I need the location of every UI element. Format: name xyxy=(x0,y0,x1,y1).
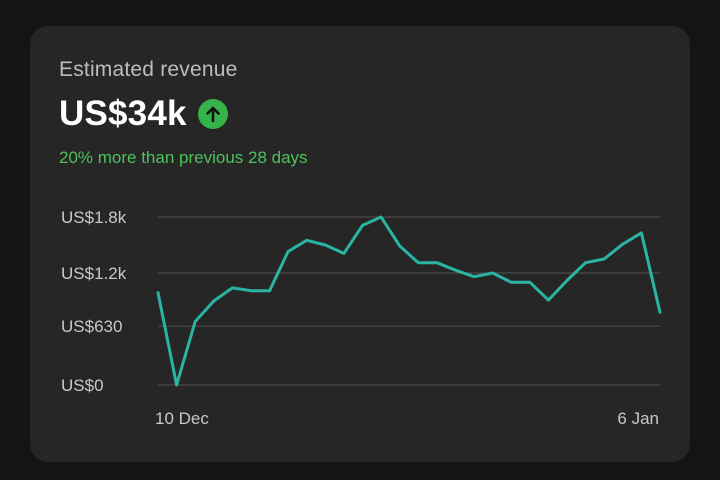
revenue-series-line xyxy=(156,215,662,387)
revenue-value: US$34k xyxy=(59,94,187,133)
y-tick-label: US$0 xyxy=(61,376,104,395)
headline: US$34k xyxy=(59,94,228,134)
x-tick-label: 10 Dec xyxy=(155,409,209,428)
y-tick-label: US$630 xyxy=(61,317,122,336)
revenue-card: Estimated revenue US$34k 20% more than p… xyxy=(30,26,690,462)
card-title: Estimated revenue xyxy=(59,58,238,81)
y-tick-label: US$1.8k xyxy=(61,208,127,227)
y-tick-label: US$1.2k xyxy=(61,264,127,283)
arrow-up-icon xyxy=(197,99,228,129)
x-tick-label: 6 Jan xyxy=(617,409,659,428)
comparison-text: 20% more than previous 28 days xyxy=(59,148,308,167)
